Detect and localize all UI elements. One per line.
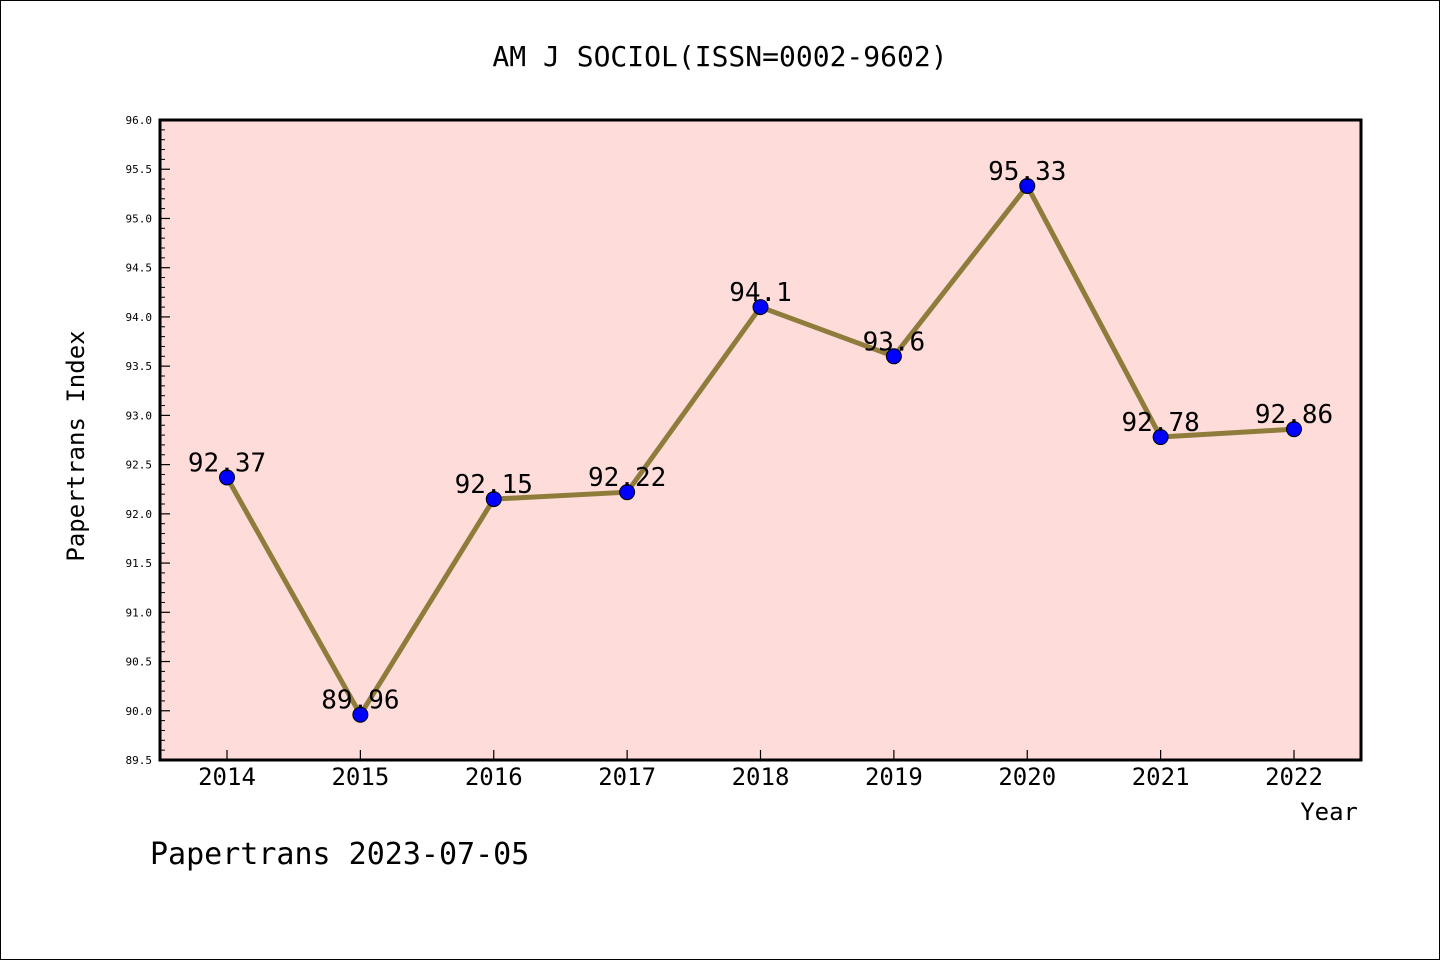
y-axis: 89.5 90.0 90.5 91.0 91.5 92.0 92.5 93.0 93.5 94.0… <box>126 114 170 767</box>
data-point <box>1152 429 1169 446</box>
y-tick-label: 95.0 <box>126 212 153 225</box>
plot-area <box>158 118 1363 762</box>
series <box>219 177 1302 723</box>
y-tick-label: 96.0 <box>126 114 153 127</box>
data-labels: 92.37 89.96 92.15 92.22 94.1 93.6 95.33 92.78 92… <box>188 157 1333 716</box>
data-point <box>219 469 235 486</box>
chart-title: AM J SOCIOL(ISSN=0002-9602) <box>492 40 947 73</box>
x-tick-label: 2017 <box>598 763 656 791</box>
x-tick-label: 2016 <box>465 763 523 791</box>
y-tick-label: 92.0 <box>126 508 153 521</box>
y-tick-label: 91.0 <box>126 606 153 619</box>
y-tick-label: 93.0 <box>126 409 153 422</box>
x-tick-label: 2022 <box>1265 763 1323 791</box>
y-tick-label: 89.5 <box>126 754 153 767</box>
x-axis: 2014 2015 2016 2017 2018 2019 2020 2021 2022 <box>198 750 1323 791</box>
data-label: 92.22 <box>588 463 666 493</box>
y-tick-label: 90.5 <box>126 656 153 669</box>
data-point <box>1019 177 1036 194</box>
data-label: 92.78 <box>1121 408 1199 438</box>
data-label: 93.6 <box>863 327 926 357</box>
y-axis-label: Papertrans Index <box>62 330 90 561</box>
x-tick-label: 2014 <box>198 763 256 791</box>
y-tick-label: 94.5 <box>126 262 153 275</box>
data-label: 92.86 <box>1255 400 1333 430</box>
data-point <box>619 484 636 501</box>
x-tick-label: 2019 <box>865 763 923 791</box>
data-point <box>352 706 369 723</box>
data-label: 95.33 <box>988 157 1066 187</box>
y-tick-label: 90.0 <box>126 705 153 718</box>
y-tick-label: 94.0 <box>126 311 153 324</box>
data-point <box>1286 421 1302 438</box>
footer-text: Papertrans 2023-07-05 <box>150 837 529 872</box>
data-label: 92.37 <box>188 448 266 478</box>
y-tick-label: 92.5 <box>126 459 153 472</box>
y-tick-label: 95.5 <box>126 163 153 176</box>
data-point <box>885 348 902 365</box>
data-label: 94.1 <box>729 278 792 308</box>
x-tick-label: 2018 <box>732 763 790 791</box>
data-point <box>485 491 502 508</box>
x-tick-label: 2021 <box>1132 763 1190 791</box>
data-point <box>752 299 769 316</box>
data-label: 92.15 <box>455 470 533 500</box>
x-tick-label: 2020 <box>998 763 1056 791</box>
x-axis-label: Year <box>1300 798 1358 826</box>
y-tick-label: 91.5 <box>126 557 153 570</box>
x-tick-label: 2015 <box>331 763 389 791</box>
y-tick-label: 93.5 <box>126 360 153 373</box>
data-label: 89.96 <box>321 686 399 716</box>
